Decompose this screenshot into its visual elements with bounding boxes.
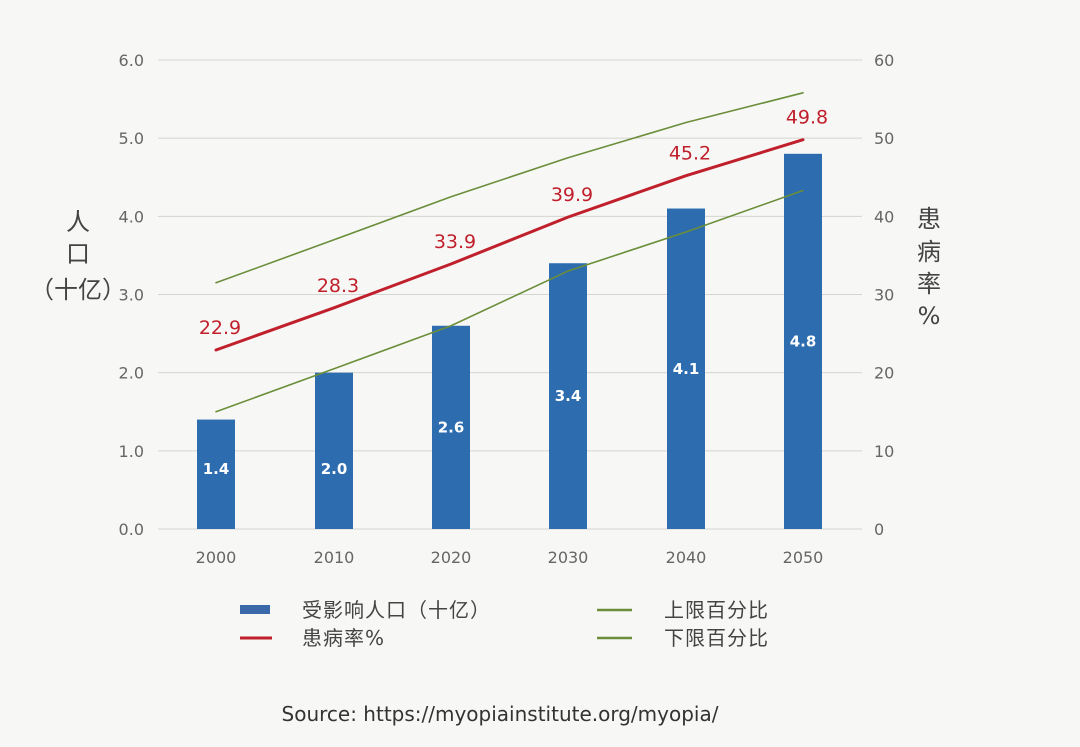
bar-value-label: 1.4 <box>203 460 230 478</box>
source-text: Source: https://myopiainstitute.org/myop… <box>282 702 719 726</box>
legend-label-lower: 下限百分比 <box>664 626 769 650</box>
x-tick-label: 2000 <box>196 548 237 567</box>
left-tick-label: 0.0 <box>119 520 144 539</box>
right-tick-label: 0 <box>874 520 884 539</box>
right-tick-label: 20 <box>874 364 894 383</box>
prevalence-value-label: 22.9 <box>199 317 241 339</box>
bar-value-label: 2.6 <box>438 418 465 436</box>
left-tick-label: 2.0 <box>119 364 144 383</box>
x-tick-label: 2030 <box>548 548 589 567</box>
bar <box>315 373 353 529</box>
right-axis-title-line-3: 率 <box>917 270 941 298</box>
legend-label-prevalence: 患病率% <box>302 626 385 650</box>
bar-value-label: 2.0 <box>321 460 348 478</box>
right-tick-label: 60 <box>874 51 894 70</box>
right-tick-label: 40 <box>874 207 894 226</box>
lower-bound-line <box>216 191 803 412</box>
chart: 1.4 2.0 2.6 3.4 4.1 4.8 22.9 28.3 33.9 39.9 45.2 49… <box>0 0 1080 747</box>
bar-value-label: 4.1 <box>673 360 700 378</box>
prevalence-value-label: 49.8 <box>786 107 828 129</box>
x-tick-label: 2040 <box>666 548 707 567</box>
bar-value-label: 3.4 <box>555 387 582 405</box>
left-tick-label: 1.0 <box>119 442 144 461</box>
gridlines <box>158 60 862 529</box>
prevalence-value-label: 33.9 <box>434 231 476 253</box>
left-axis-title-line-3: （十亿） <box>30 276 126 304</box>
left-axis-title: 人 口 （十亿） <box>30 208 126 304</box>
right-tick-label: 30 <box>874 286 894 305</box>
left-axis-title-line-1: 人 <box>66 208 90 236</box>
right-tick-label: 10 <box>874 442 894 461</box>
left-tick-label: 6.0 <box>119 51 144 70</box>
prevalence-value-label: 45.2 <box>669 143 711 165</box>
bars <box>197 154 822 529</box>
left-tick-label: 5.0 <box>119 129 144 148</box>
right-axis-title-line-4: % <box>918 302 941 330</box>
legend: 受影响人口（十亿） 患病率% 上限百分比 下限百分比 <box>240 598 769 650</box>
left-axis-title-line-2: 口 <box>66 240 90 268</box>
legend-label-population: 受影响人口（十亿） <box>302 598 491 622</box>
x-tick-label: 2010 <box>314 548 355 567</box>
right-tick-label: 50 <box>874 129 894 148</box>
legend-swatch-population <box>240 605 270 614</box>
right-axis-title: 患 病 率 % <box>917 205 941 330</box>
legend-label-upper: 上限百分比 <box>664 598 769 622</box>
prevalence-value-label: 28.3 <box>317 275 359 297</box>
series-lines <box>216 93 803 412</box>
x-tick-label: 2020 <box>431 548 472 567</box>
right-axis-title-line-2: 病 <box>917 238 941 266</box>
prevalence-line <box>216 140 803 350</box>
upper-bound-line <box>216 93 803 283</box>
right-axis-title-line-1: 患 <box>917 205 941 233</box>
prevalence-value-label: 39.9 <box>551 184 593 206</box>
left-tick-label: 4.0 <box>119 207 144 226</box>
bar-value-label: 4.8 <box>790 332 817 350</box>
x-tick-label: 2050 <box>783 548 824 567</box>
